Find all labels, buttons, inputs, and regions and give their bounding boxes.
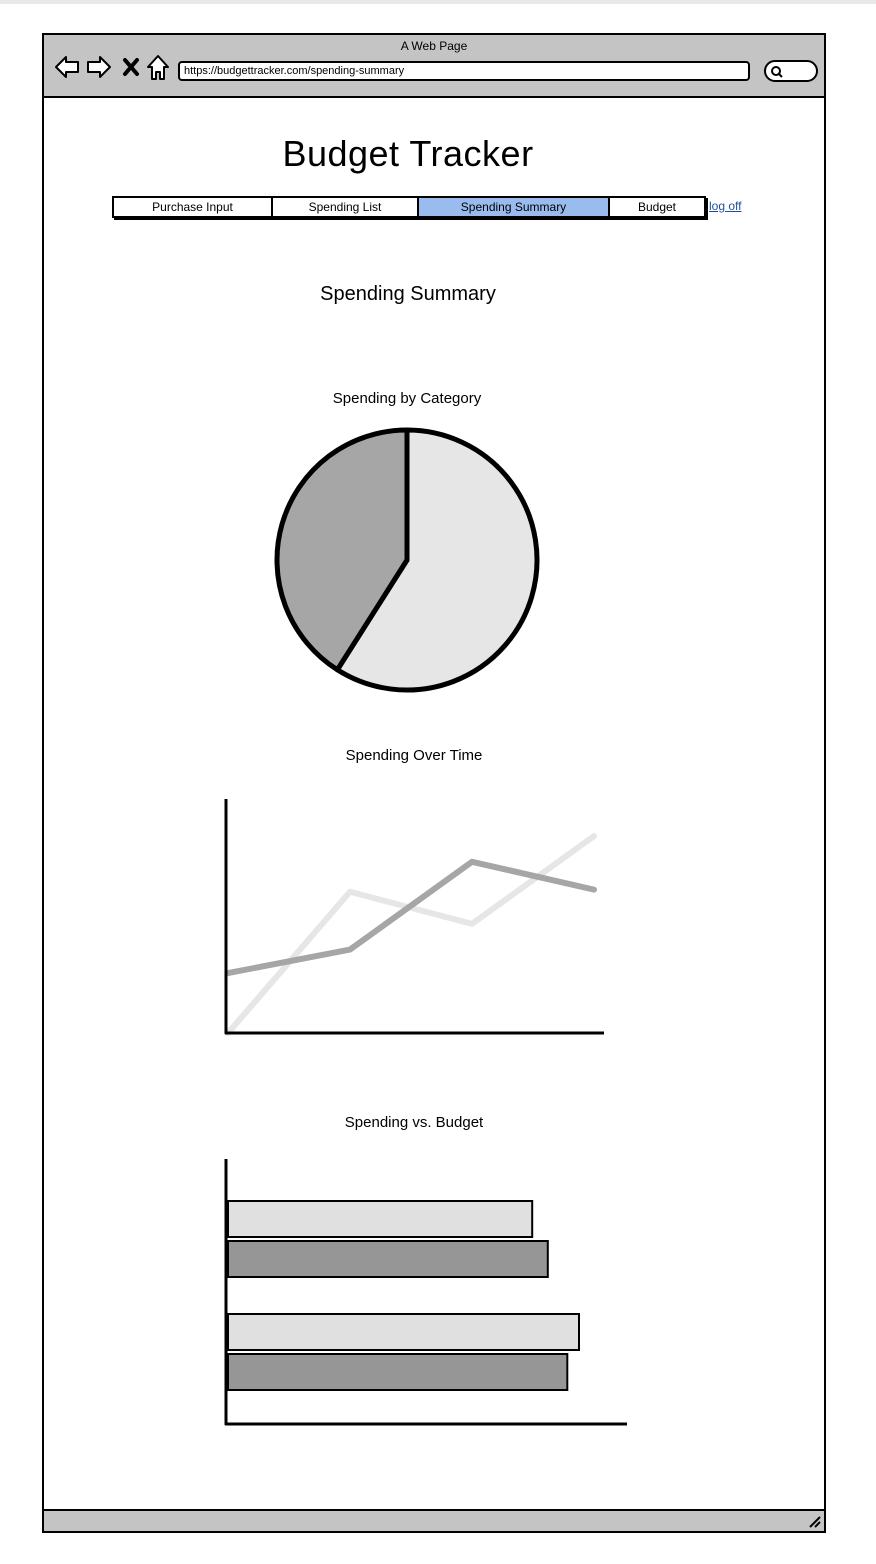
resize-grip-icon[interactable]: [806, 1513, 822, 1529]
bar-2-series-1: [227, 1313, 580, 1351]
pie-chart: [274, 427, 540, 693]
tab-budget[interactable]: Budget: [610, 198, 704, 216]
bar-1-series-2: [227, 1240, 549, 1278]
window-title: A Web Page: [400, 39, 468, 53]
tab-purchase-input[interactable]: Purchase Input: [114, 198, 273, 216]
tab-spending-summary[interactable]: Spending Summary: [419, 198, 610, 216]
stop-icon[interactable]: [122, 54, 140, 80]
logoff-link[interactable]: log off: [709, 199, 742, 213]
bar-1-series-1: [227, 1200, 534, 1238]
main-tabs: Purchase Input Spending List Spending Su…: [112, 196, 706, 218]
bar-chart: [224, 1159, 627, 1426]
pie-slice-1: [334, 427, 540, 693]
line-chart-title: Spending Over Time: [345, 747, 483, 764]
bar-2-series-2: [227, 1353, 569, 1391]
back-arrow-icon[interactable]: [54, 54, 80, 80]
tab-spending-list[interactable]: Spending List: [273, 198, 419, 216]
browser-status-bar: [44, 1509, 824, 1531]
home-icon[interactable]: [146, 54, 170, 82]
forward-arrow-icon[interactable]: [86, 54, 112, 80]
url-input[interactable]: https://budgettracker.com/spending-summa…: [178, 61, 750, 81]
page-title: Spending Summary: [320, 283, 496, 305]
pie-chart-title: Spending by Category: [332, 390, 482, 407]
browser-window: A Web Page https://budgettracker.com/spe…: [42, 33, 826, 1533]
nav-icons: [54, 54, 174, 82]
line-chart: [224, 799, 604, 1036]
app-title: Budget Tracker: [282, 133, 534, 174]
bar-chart-title: Spending vs. Budget: [344, 1114, 484, 1131]
pie-slice-2: [274, 427, 410, 673]
search-icon: [771, 66, 783, 78]
line-series-2: [225, 858, 597, 977]
line-series-1: [225, 833, 597, 1036]
page-top-strip: [0, 0, 876, 4]
browser-search-field[interactable]: [764, 60, 818, 82]
browser-chrome: A Web Page https://budgettracker.com/spe…: [44, 35, 824, 98]
